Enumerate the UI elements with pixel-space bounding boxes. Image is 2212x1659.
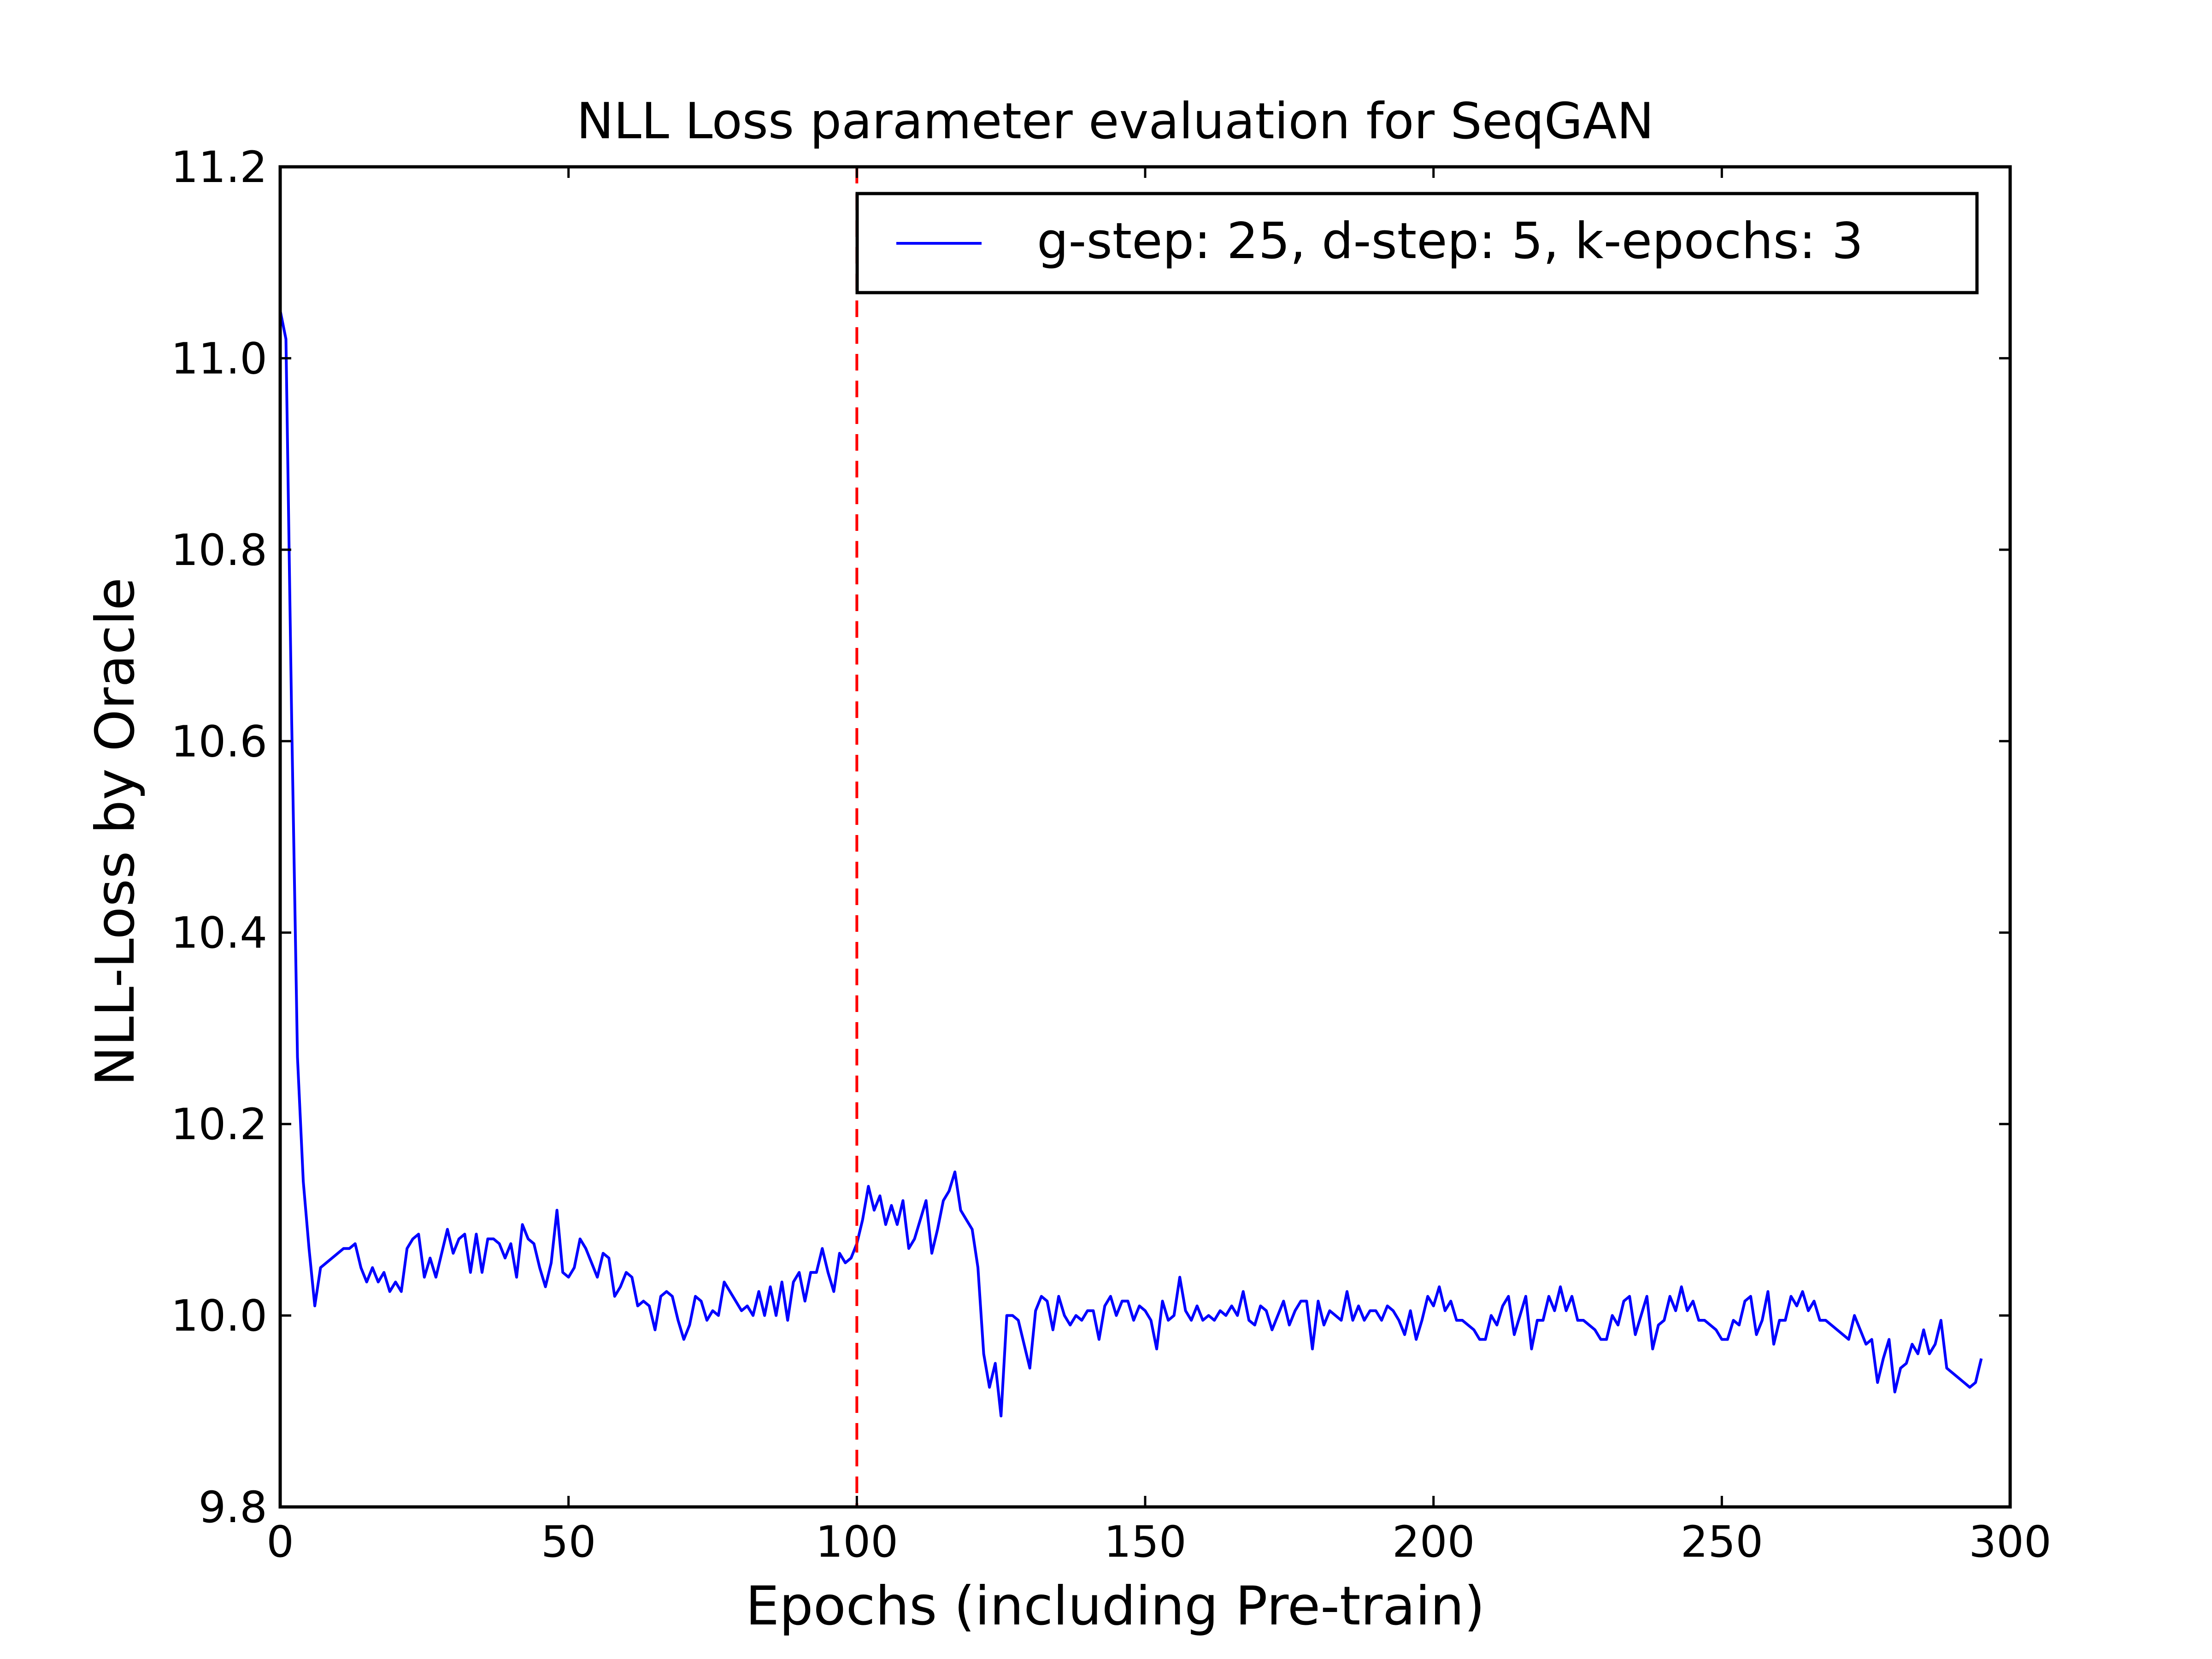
legend: g-step: 25, d-step: 5, k-epochs: 3 <box>855 192 1979 294</box>
x-tick-label: 50 <box>541 1517 596 1567</box>
chart-title: NLL Loss parameter evaluation for SeqGAN <box>577 93 1654 150</box>
x-tick-label: 150 <box>1104 1517 1186 1567</box>
x-tick-label: 0 <box>266 1517 294 1567</box>
y-tick-label: 10.4 <box>171 908 267 959</box>
y-tick-label: 10.0 <box>171 1291 267 1341</box>
y-tick-label: 11.0 <box>171 334 267 384</box>
legend-box <box>855 192 1979 294</box>
x-tick-label: 300 <box>1969 1517 2051 1567</box>
y-tick-label: 10.6 <box>171 717 267 767</box>
x-axis-label: Epochs (including Pre-train) <box>746 1575 1485 1637</box>
y-tick-label: 10.2 <box>171 1100 267 1150</box>
y-tick-label: 9.8 <box>199 1483 268 1533</box>
x-tick-label: 250 <box>1681 1517 1763 1567</box>
plot-area: 0 50 100 150 200 250 300 9.8 10.0 10.2 10.4 10.6 10.… <box>171 142 2052 1567</box>
y-tick-label: 10.8 <box>171 525 267 576</box>
y-tick-label: 11.2 <box>171 142 267 193</box>
y-axis-label: NLL-Loss by Oracle <box>84 577 147 1086</box>
x-tick-label: 200 <box>1392 1517 1475 1567</box>
x-tick-label: 100 <box>816 1517 898 1567</box>
series-line <box>279 310 1983 1418</box>
legend-label: g-step: 25, d-step: 5, k-epochs: 3 <box>1037 212 1863 270</box>
